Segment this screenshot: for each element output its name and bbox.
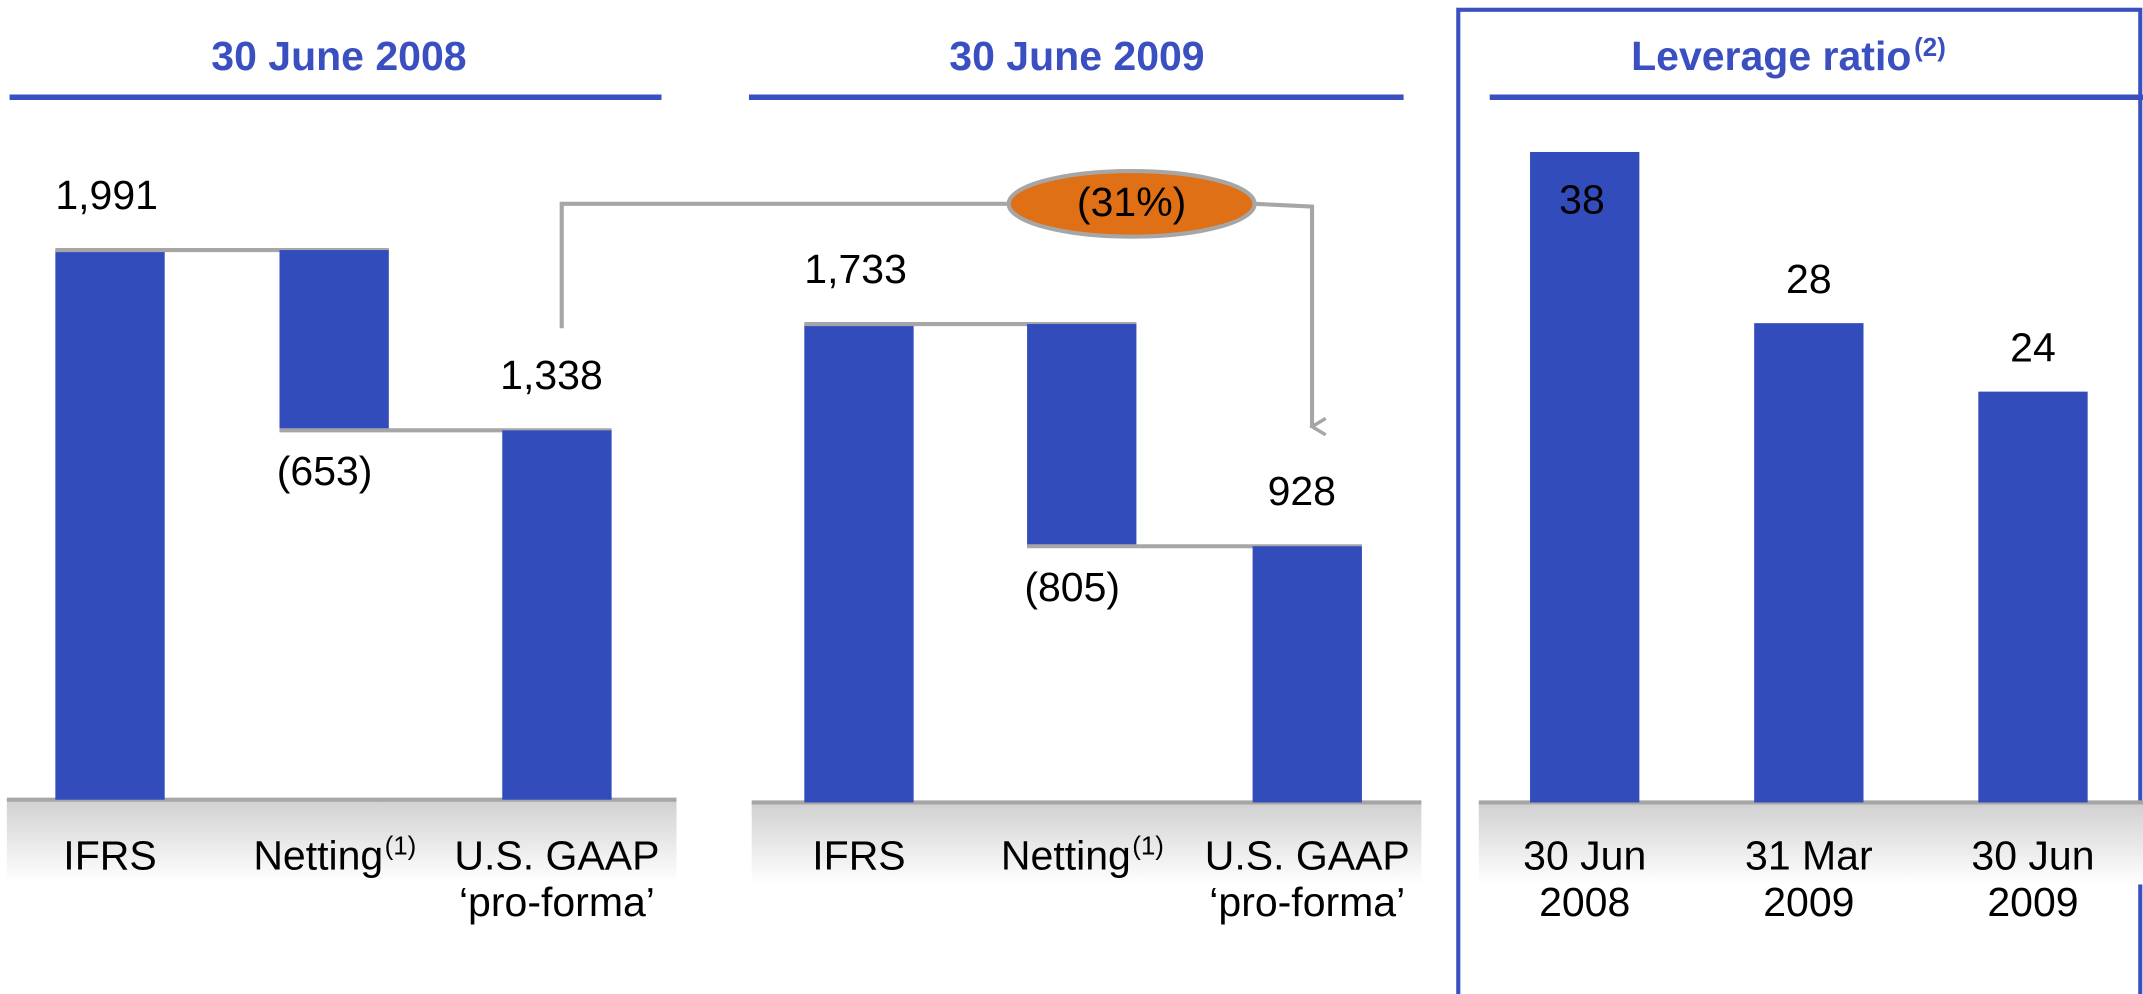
value-label: 38 <box>1559 176 1605 222</box>
chart-title: 30 June 2008 <box>211 33 466 79</box>
value-label: 1,733 <box>804 246 907 292</box>
x-tick-label: 2009 <box>1987 879 2078 925</box>
x-tick-label: 30 Jun <box>1971 832 2094 878</box>
value-label: 24 <box>2010 324 2056 370</box>
category-note: (1) <box>385 830 417 860</box>
value-label: 28 <box>1786 256 1832 302</box>
annotation-bubble <box>1006 168 1257 239</box>
chart-title: 30 June 2009 <box>949 33 1204 79</box>
bar <box>502 430 612 800</box>
x-tick-label: Netting <box>1001 832 1131 878</box>
annotation: (31%) <box>1077 179 1186 225</box>
bar <box>1754 323 1864 803</box>
floor <box>1478 802 2143 885</box>
bar <box>279 250 389 431</box>
floor <box>751 802 1422 885</box>
bar <box>1530 151 1640 803</box>
bar <box>1978 391 2088 803</box>
panel-border <box>1456 7 2143 994</box>
bar <box>1027 324 1137 547</box>
x-tick-label: 2008 <box>1539 879 1630 925</box>
value-label: (653) <box>277 448 373 494</box>
bar <box>804 324 914 803</box>
value-label: 928 <box>1268 468 1336 514</box>
connector <box>559 201 1009 329</box>
connector-arrow <box>1254 201 1312 427</box>
x-tick-label: Netting <box>253 832 383 878</box>
value-label: 1,338 <box>500 352 603 398</box>
x-tick-label: U.S. GAAP <box>1205 832 1410 878</box>
x-tick-label: IFRS <box>63 832 156 878</box>
bar <box>1252 546 1362 803</box>
x-tick-label: U.S. GAAP <box>454 832 659 878</box>
floor <box>6 799 677 882</box>
x-tick-label: 31 Mar <box>1745 832 1873 878</box>
title-note: (2) <box>1914 32 1946 62</box>
x-tick-label: 2009 <box>1763 879 1854 925</box>
x-tick-label: ‘pro-forma’ <box>459 879 655 925</box>
chart-title: Leverage ratio <box>1631 33 1911 79</box>
value-label: 1,991 <box>55 172 158 218</box>
bar <box>55 250 165 800</box>
x-tick-label: 30 Jun <box>1523 832 1646 878</box>
value-label: (805) <box>1024 564 1120 610</box>
category-note: (1) <box>1132 830 1164 860</box>
x-tick-label: IFRS <box>812 832 905 878</box>
x-tick-label: ‘pro-forma’ <box>1209 879 1405 925</box>
